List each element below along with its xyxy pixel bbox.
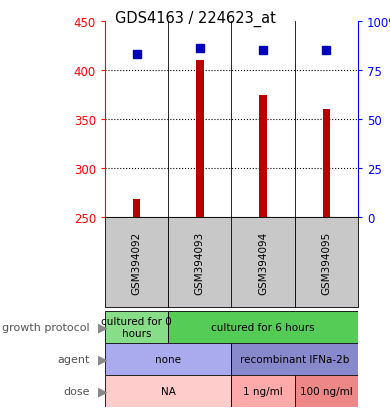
Text: none: none [155, 354, 181, 364]
Bar [133, 200, 140, 218]
Text: ▶: ▶ [98, 385, 108, 398]
Text: cultured for 6 hours: cultured for 6 hours [211, 322, 315, 332]
Text: cultured for 0
hours: cultured for 0 hours [101, 316, 172, 338]
Bar [105, 375, 232, 407]
Text: GDS4163 / 224623_at: GDS4163 / 224623_at [115, 10, 275, 26]
Text: ▶: ▶ [98, 353, 108, 366]
Bar [232, 375, 295, 407]
Text: 1 ng/ml: 1 ng/ml [243, 386, 283, 396]
Text: GSM394092: GSM394092 [132, 231, 142, 294]
Bar [168, 311, 358, 343]
Bar [105, 218, 168, 307]
Bar [259, 95, 267, 218]
Text: GSM394095: GSM394095 [321, 231, 331, 294]
Text: NA: NA [161, 386, 176, 396]
Text: growth protocol: growth protocol [2, 322, 89, 332]
Bar [105, 311, 168, 343]
Bar [232, 218, 295, 307]
Bar [323, 110, 330, 218]
Bar [105, 343, 232, 375]
Text: 100 ng/ml: 100 ng/ml [300, 386, 353, 396]
Text: ▶: ▶ [98, 321, 108, 334]
Text: agent: agent [57, 354, 89, 364]
Bar [295, 218, 358, 307]
Text: GSM394094: GSM394094 [258, 231, 268, 294]
Bar [232, 343, 358, 375]
Bar [168, 218, 232, 307]
Text: GSM394093: GSM394093 [195, 231, 205, 294]
Bar [295, 375, 358, 407]
Text: recombinant IFNa-2b: recombinant IFNa-2b [240, 354, 349, 364]
Bar [196, 61, 204, 218]
Text: dose: dose [63, 386, 89, 396]
